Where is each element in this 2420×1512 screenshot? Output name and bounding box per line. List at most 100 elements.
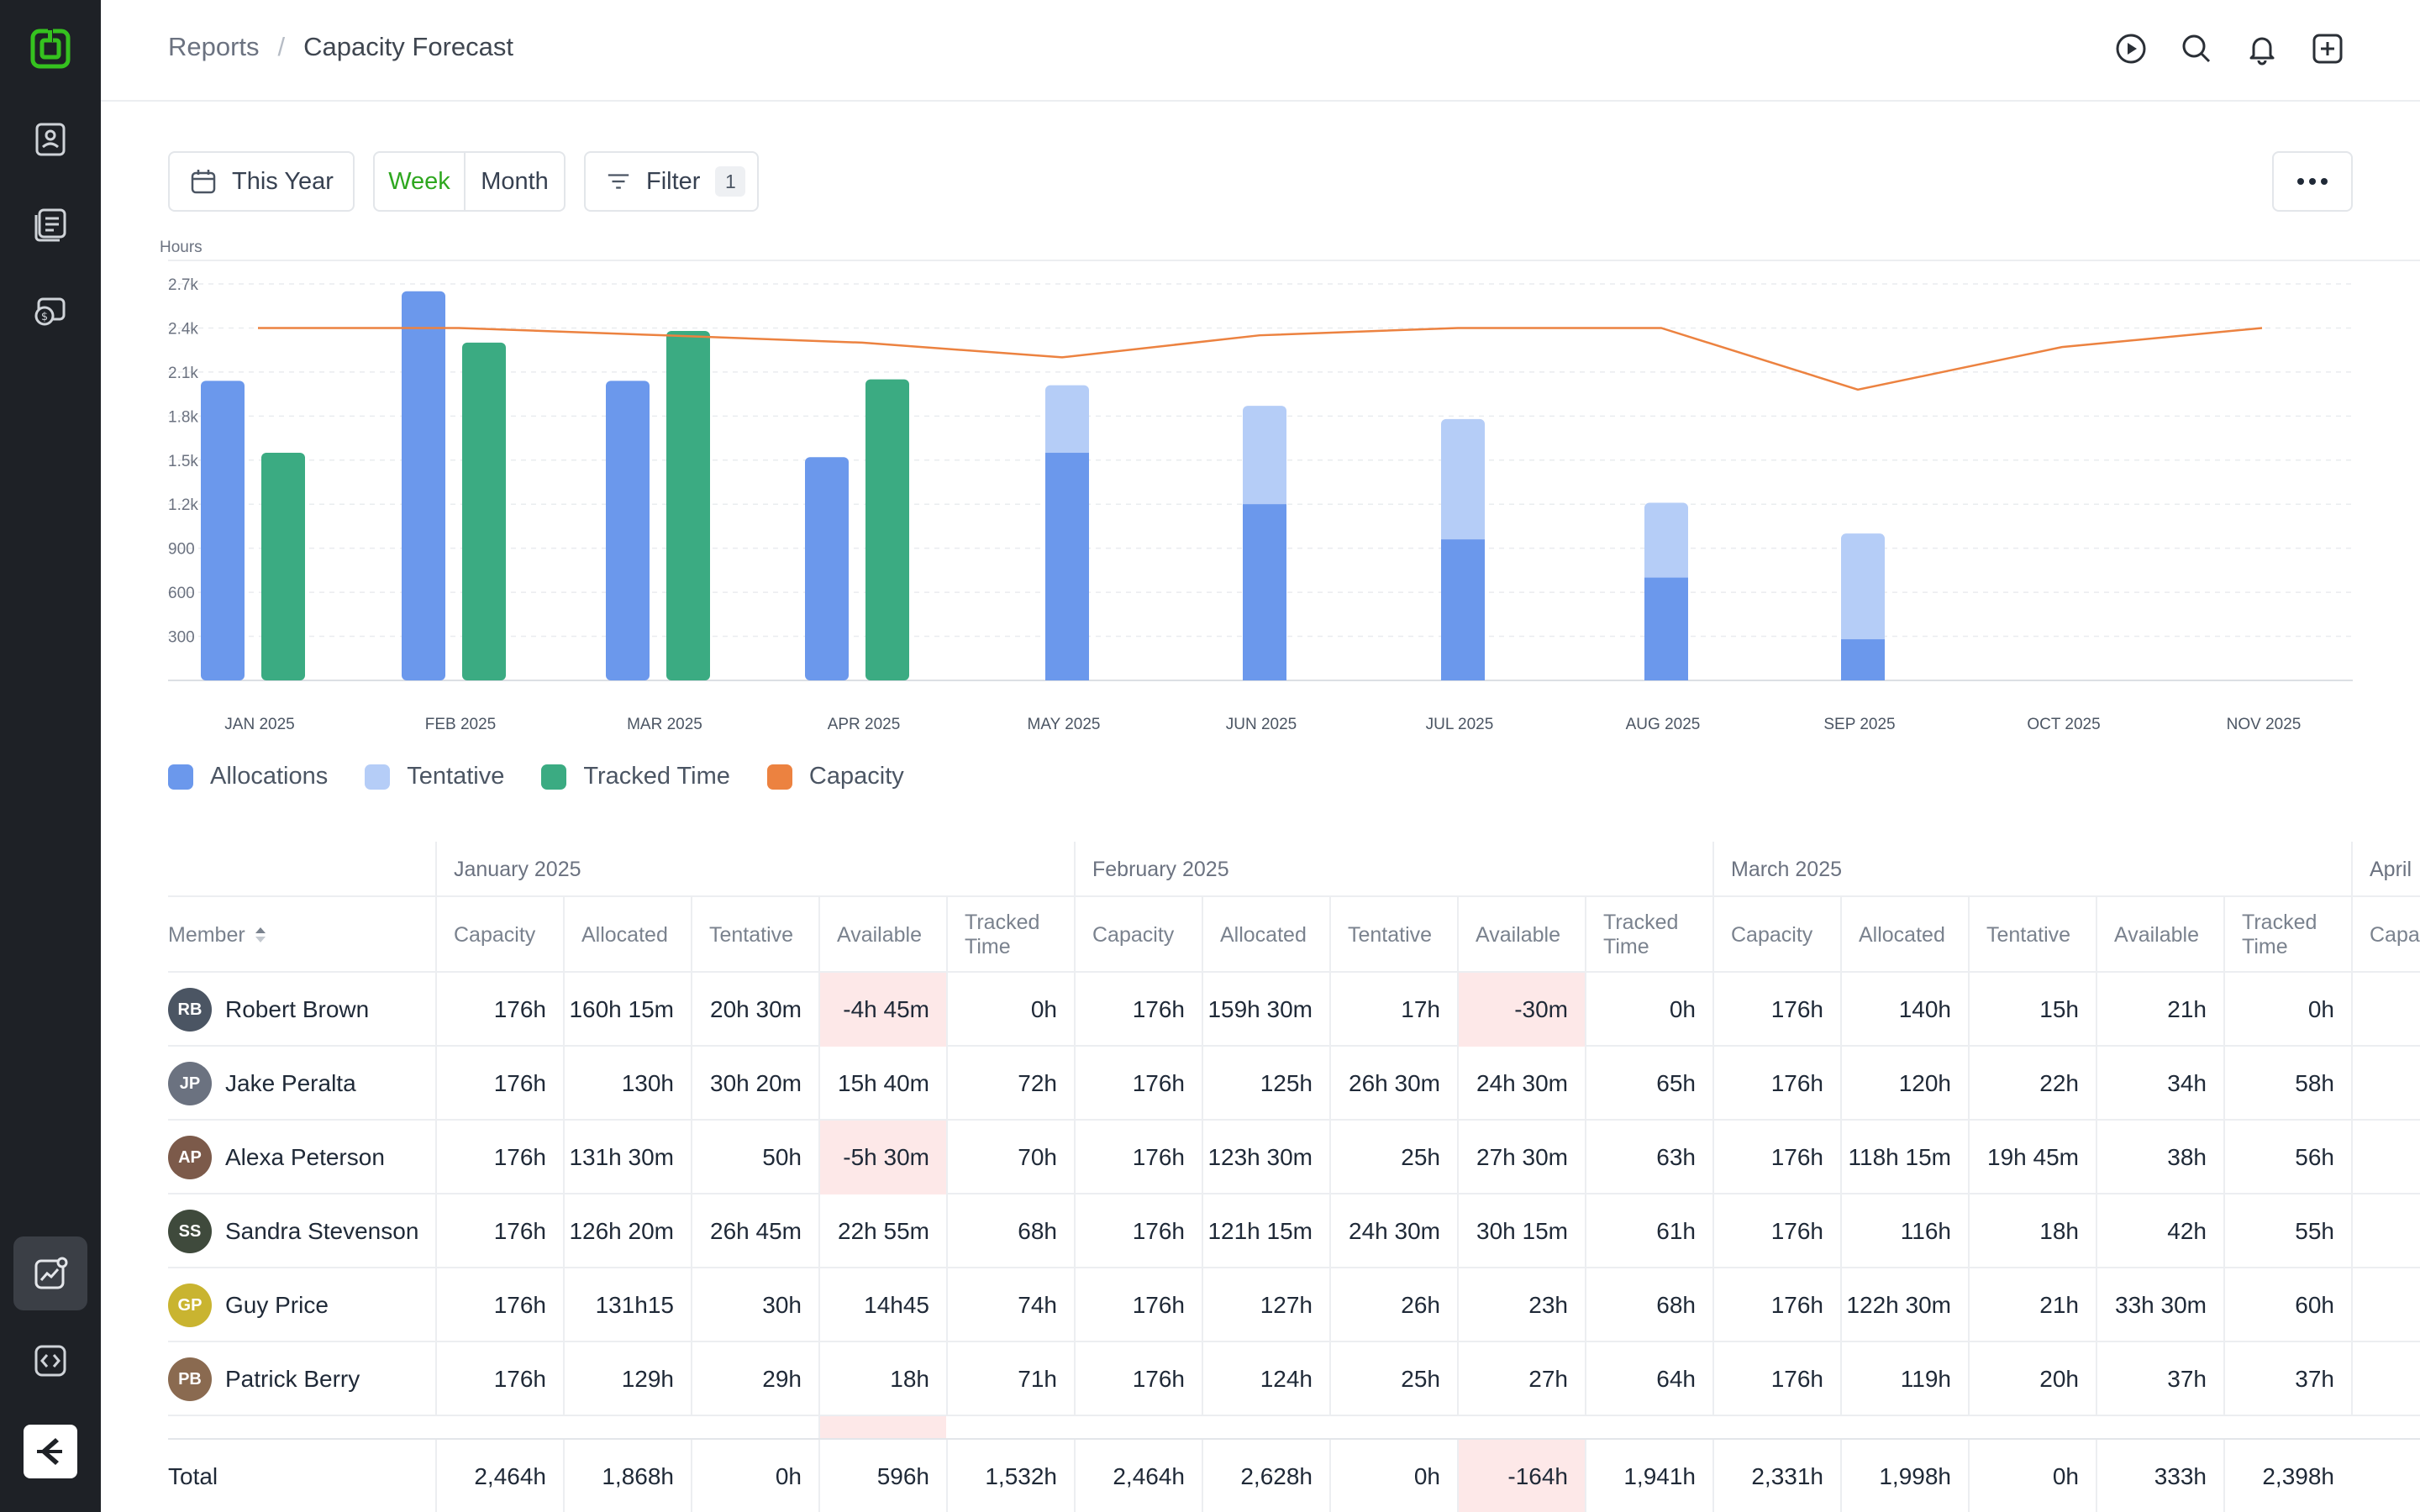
table-row[interactable]: PB Patrick Berry 176h 129h 29h 18h 71h 176h 124h… <box>168 1342 2420 1416</box>
table-cell: 140h <box>1840 973 1968 1047</box>
bar-allocations <box>201 381 245 680</box>
table-cell: 19h 45m <box>1968 1121 2096 1194</box>
table-cell: 70h <box>946 1121 1074 1194</box>
play-icon[interactable] <box>2112 30 2149 67</box>
table-cell: 176h <box>1712 1047 1840 1121</box>
member-header-label: Member <box>168 922 245 947</box>
column-header[interactable]: Tracked Time <box>946 897 1064 973</box>
sidebar-item-integrations[interactable] <box>13 1324 87 1398</box>
capacity-chart: Hours 300 600 900 1.2k 1.5k 1.8k 2.1k 2.4k 2.7k JA… <box>151 227 2420 731</box>
dot <box>2297 178 2304 185</box>
column-header[interactable]: Allocated <box>1202 897 1329 973</box>
bar-tracked-time <box>666 330 710 680</box>
table-cell: 176h <box>1712 1121 1840 1194</box>
column-header[interactable]: Available <box>1457 897 1585 973</box>
total-cell: 0h <box>691 1440 818 1512</box>
table-row[interactable]: SS Sandra Stevenson 176h 126h 20m 26h 45m 22h… <box>168 1194 2420 1268</box>
legend-item[interactable]: Tracked Time <box>541 763 730 790</box>
table-cell: 26h 30m <box>1329 1047 1457 1121</box>
table-row[interactable]: RB Robert Brown 176h 160h 15m 20h 30m -4h 45m… <box>168 973 2420 1047</box>
total-cell: 2,464h <box>435 1440 563 1512</box>
y-tick-label: 2.4k <box>168 320 198 338</box>
table-cell: 160h 15m <box>563 973 691 1047</box>
table-cell: 176h <box>1712 973 1840 1047</box>
column-header[interactable]: Tentative <box>1329 897 1457 973</box>
month-header: January 2025 <box>435 842 1074 897</box>
member-cell: AP Alexa Peterson <box>168 1121 435 1194</box>
legend-item[interactable]: Capacity <box>766 763 904 790</box>
table-cell: 176h <box>1712 1268 1840 1342</box>
month-toggle[interactable]: Month <box>481 167 549 195</box>
table-total-row: Total 2,464h 1,868h 0h 596h 1,532h 2,464h 2,628… <box>168 1438 2420 1512</box>
column-header[interactable]: Available <box>818 897 946 973</box>
column-header[interactable]: Tentative <box>1968 897 2096 973</box>
brand-icon[interactable] <box>24 1425 77 1478</box>
column-header[interactable]: Available <box>2096 897 2223 973</box>
table-cell: 64h <box>1585 1342 1712 1416</box>
table-cell: 34h <box>2096 1047 2223 1121</box>
table-cell: 18h <box>818 1342 946 1416</box>
legend-item[interactable]: Tentative <box>365 763 504 790</box>
avatar: SS <box>168 1210 212 1253</box>
bar-tracked-time <box>865 379 909 680</box>
projects-icon <box>34 208 66 242</box>
column-header[interactable]: Capa <box>2351 897 2420 973</box>
table-cell: 121h 15m <box>1202 1194 1329 1268</box>
table-cell: 25h <box>1329 1121 1457 1194</box>
column-header[interactable]: Allocated <box>563 897 691 973</box>
table-row[interactable]: JP Jake Peralta 176h 130h 30h 20m 15h 40m 72h 1… <box>168 1047 2420 1121</box>
table-cell: 14h45 <box>818 1268 946 1342</box>
table-cell: 23h <box>1457 1268 1585 1342</box>
table-cell: 176h <box>435 1121 563 1194</box>
column-header[interactable]: Tracked Time <box>2223 897 2341 973</box>
y-tick-label: 600 <box>168 585 195 602</box>
logo-icon[interactable] <box>30 29 71 69</box>
sidebar-item-reports[interactable] <box>13 1236 87 1310</box>
column-header[interactable]: Allocated <box>1840 897 1968 973</box>
table-cell: 176h <box>1074 1268 1202 1342</box>
table-cell: 24h 30m <box>1329 1194 1457 1268</box>
date-range-button[interactable]: This Year <box>168 151 355 212</box>
legend-item[interactable]: Allocations <box>168 763 328 790</box>
member-column-header[interactable]: Member <box>168 897 267 973</box>
bar-tentative <box>1841 533 1885 645</box>
table-cell: -5h 30m <box>818 1121 946 1194</box>
y-tick-label: 2.1k <box>168 365 198 382</box>
total-cell: 333h <box>2096 1440 2223 1512</box>
table-cell: 131h15 <box>563 1268 691 1342</box>
table-row[interactable]: GP Guy Price 176h 131h15 30h 14h45 74h 176h 127h… <box>168 1268 2420 1342</box>
table-cell: 25h <box>1329 1342 1457 1416</box>
column-header[interactable]: Tentative <box>691 897 818 973</box>
bell-icon[interactable] <box>2244 30 2281 67</box>
table-cell: 176h <box>1712 1194 1840 1268</box>
sidebar-item-projects[interactable] <box>13 188 87 262</box>
column-header[interactable]: Capacity <box>435 897 563 973</box>
x-tick-label: NOV 2025 <box>2227 716 2302 731</box>
table-cell: 176h <box>1074 1121 1202 1194</box>
legend-swatch <box>766 764 792 790</box>
total-cell: -164h <box>1457 1440 1585 1512</box>
column-header[interactable]: Capacity <box>1712 897 1840 973</box>
column-header[interactable]: Capacity <box>1074 897 1202 973</box>
table-cell-partial <box>2351 1121 2402 1194</box>
breadcrumb-reports[interactable]: Reports <box>168 32 260 61</box>
table-cell: 21h <box>1968 1268 2096 1342</box>
top-header: Reports / Capacity Forecast <box>101 0 2420 102</box>
search-icon[interactable] <box>2178 30 2215 67</box>
table-cell: 130h <box>563 1047 691 1121</box>
table-cell: 20h <box>1968 1342 2096 1416</box>
more-options-button[interactable] <box>2272 151 2353 212</box>
column-header[interactable]: Tracked Time <box>1585 897 1702 973</box>
add-icon[interactable] <box>2309 30 2346 67</box>
member-cell: RB Robert Brown <box>168 973 435 1047</box>
table-cell: 15h 40m <box>818 1047 946 1121</box>
sort-icon[interactable] <box>254 926 267 944</box>
table-row[interactable]: AP Alexa Peterson 176h 131h 30m 50h -5h 30m 70… <box>168 1121 2420 1194</box>
filter-button[interactable]: Filter 1 <box>584 151 759 212</box>
sidebar-item-contacts[interactable] <box>13 102 87 176</box>
week-toggle[interactable]: Week <box>375 153 466 210</box>
y-tick-label: 2.7k <box>168 276 198 294</box>
month-header: March 2025 <box>1712 842 2351 897</box>
legend-swatch <box>541 764 567 790</box>
sidebar-item-billing[interactable]: $ <box>13 274 87 348</box>
